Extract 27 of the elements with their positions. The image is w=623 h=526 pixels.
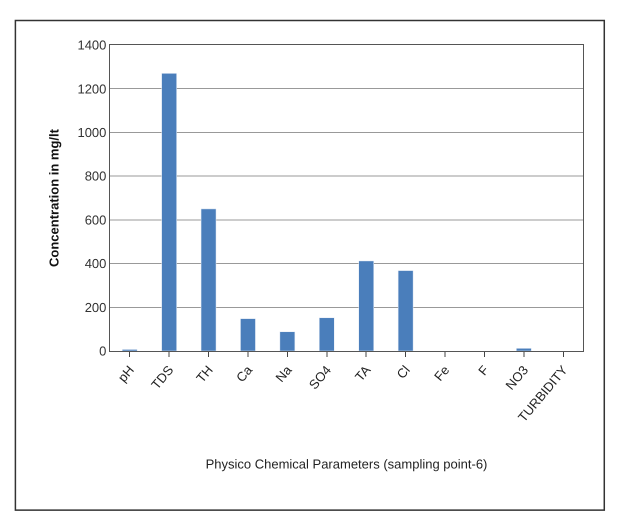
bar bbox=[240, 318, 256, 351]
x-tick-label: F bbox=[475, 362, 492, 378]
bar bbox=[280, 332, 296, 351]
x-tick-label: Na bbox=[272, 362, 296, 385]
y-tick-label: 1000 bbox=[77, 124, 106, 140]
bar bbox=[161, 73, 177, 351]
y-tick-label: 1400 bbox=[77, 38, 106, 53]
x-tick-label: pH bbox=[114, 362, 137, 385]
x-tick-label: TDS bbox=[148, 362, 177, 392]
x-tick-label: Fe bbox=[431, 362, 452, 384]
y-tick-label: 800 bbox=[84, 168, 106, 184]
x-tick-label: Cl bbox=[394, 362, 413, 382]
bar bbox=[358, 260, 374, 351]
bar bbox=[516, 348, 532, 351]
y-tick-label: 400 bbox=[84, 256, 106, 272]
x-axis-title: Physico Chemical Parameters (sampling point-6) bbox=[206, 456, 488, 472]
bar bbox=[200, 208, 216, 351]
x-tick-label: TH bbox=[193, 362, 216, 386]
y-tick-label: 200 bbox=[84, 300, 106, 315]
x-tick-label: TA bbox=[352, 362, 374, 384]
y-axis-title: Concentration in mg/lt bbox=[46, 128, 62, 267]
x-tick-label: Ca bbox=[233, 362, 256, 385]
y-tick-label: 1200 bbox=[77, 81, 106, 96]
y-tick-label: 0 bbox=[99, 344, 106, 359]
bar bbox=[319, 318, 335, 351]
y-tick-label: 600 bbox=[84, 212, 106, 228]
bar bbox=[398, 270, 414, 351]
